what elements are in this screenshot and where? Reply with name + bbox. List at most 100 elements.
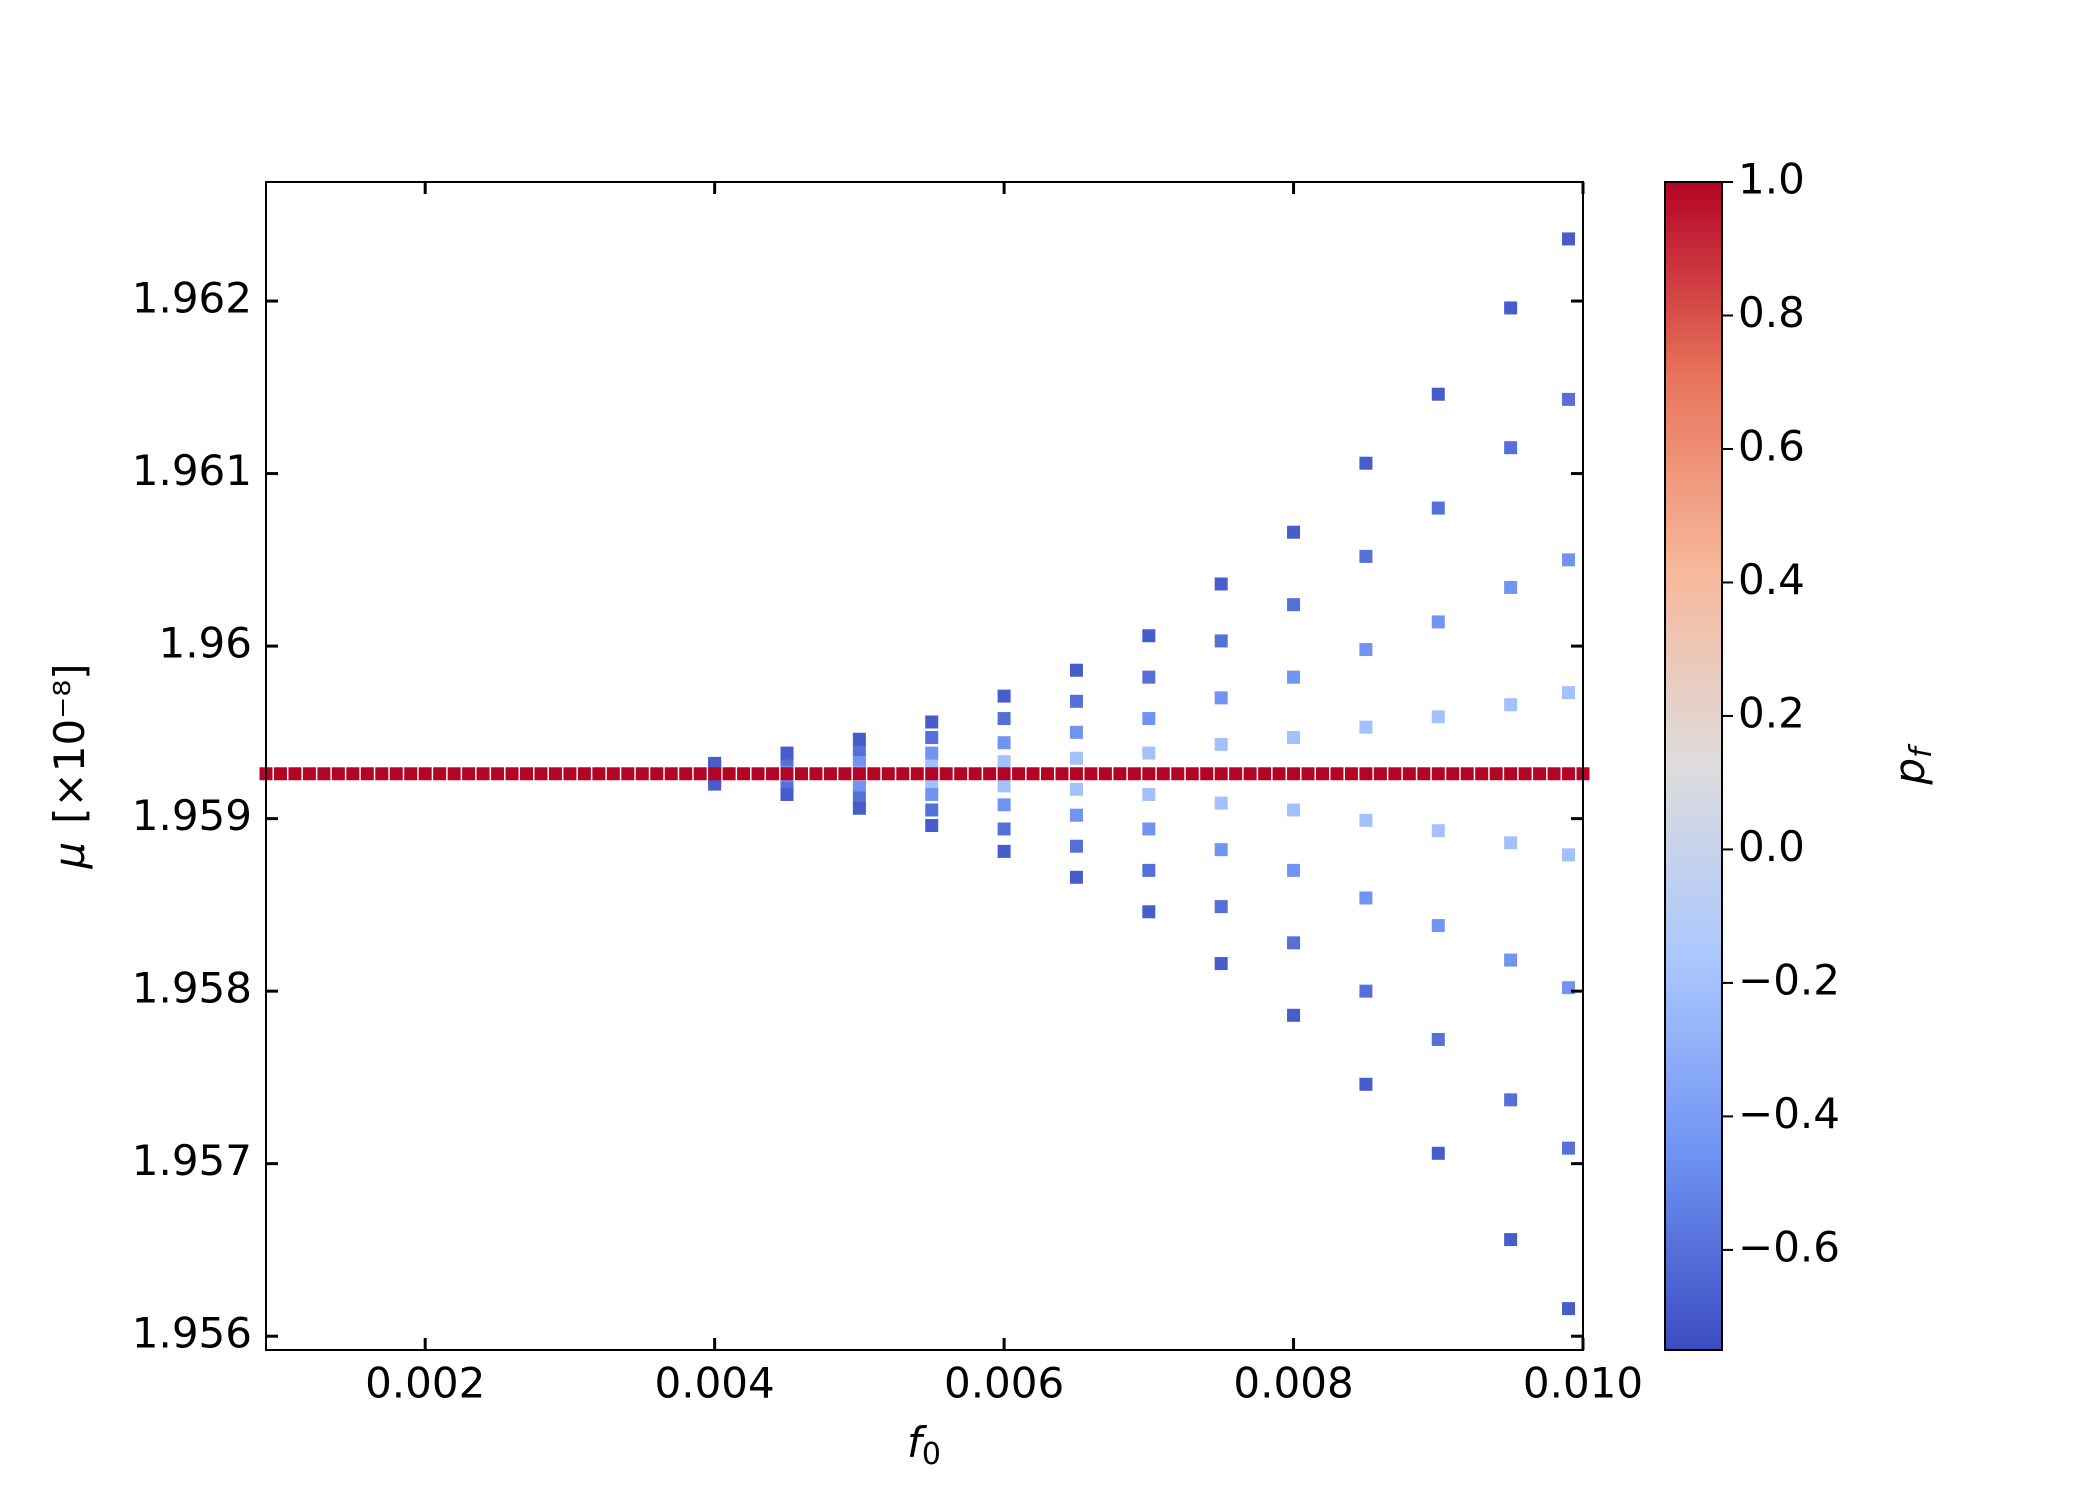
- point: [418, 767, 432, 781]
- point: [606, 767, 620, 781]
- point: [1069, 725, 1083, 739]
- point: [1055, 767, 1069, 781]
- point: [1359, 813, 1373, 827]
- point: [1446, 767, 1460, 781]
- point: [288, 767, 302, 781]
- y-tick-label: 1.959: [132, 791, 252, 840]
- y-axis-label: μ [×10⁻⁸]: [45, 663, 94, 869]
- point: [331, 767, 345, 781]
- point: [852, 781, 866, 795]
- point: [780, 767, 794, 781]
- point: [433, 767, 447, 781]
- point: [1287, 525, 1301, 539]
- point: [505, 767, 519, 781]
- colorbar-label: pf: [1885, 743, 1939, 786]
- point: [1504, 301, 1518, 315]
- point: [766, 767, 780, 781]
- point: [708, 756, 722, 770]
- point: [1026, 767, 1040, 781]
- point: [1518, 767, 1532, 781]
- point: [1142, 863, 1156, 877]
- point: [1069, 808, 1083, 822]
- point: [1562, 848, 1576, 862]
- point: [852, 753, 866, 767]
- point: [1084, 767, 1098, 781]
- point: [925, 819, 939, 833]
- point: [1533, 767, 1547, 781]
- point: [1504, 441, 1518, 455]
- point: [462, 767, 476, 781]
- point: [954, 767, 968, 781]
- point: [1142, 670, 1156, 684]
- point: [1171, 767, 1185, 781]
- point: [1214, 900, 1228, 914]
- point: [621, 767, 635, 781]
- point: [1562, 392, 1576, 406]
- point: [925, 767, 939, 781]
- point: [1185, 767, 1199, 781]
- point: [823, 767, 837, 781]
- point: [1417, 767, 1431, 781]
- point: [563, 767, 577, 781]
- x-tick-label: 0.002: [365, 1359, 485, 1408]
- point: [997, 712, 1011, 726]
- point: [1562, 1141, 1576, 1155]
- point: [1069, 694, 1083, 708]
- point: [852, 767, 866, 781]
- point: [1142, 787, 1156, 801]
- point: [1069, 767, 1083, 781]
- colorbar-tick-label: 0.8: [1738, 288, 1805, 337]
- point: [1287, 936, 1301, 950]
- point: [389, 767, 403, 781]
- point: [1287, 863, 1301, 877]
- point: [925, 715, 939, 729]
- point: [679, 767, 693, 781]
- point: [867, 767, 881, 781]
- point: [346, 767, 360, 781]
- point: [1069, 782, 1083, 796]
- colorbar-label-sub: f: [1904, 743, 1939, 758]
- point: [1562, 1302, 1576, 1316]
- point: [1547, 767, 1561, 781]
- colorbar: [1664, 181, 1723, 1351]
- point: [635, 767, 649, 781]
- colorbar-tick-label: −0.2: [1738, 955, 1840, 1004]
- point: [1315, 767, 1329, 781]
- point: [1504, 767, 1518, 781]
- point: [273, 767, 287, 781]
- point: [997, 689, 1011, 703]
- point: [534, 767, 548, 781]
- y-tick-label: 1.957: [132, 1136, 252, 1185]
- point: [1359, 891, 1373, 905]
- point: [592, 767, 606, 781]
- point: [1069, 751, 1083, 765]
- point: [1373, 767, 1387, 781]
- point: [1214, 737, 1228, 751]
- point: [1142, 905, 1156, 919]
- point: [1431, 501, 1445, 515]
- point: [1301, 767, 1315, 781]
- point: [1431, 919, 1445, 933]
- point: [1287, 670, 1301, 684]
- point: [1142, 767, 1156, 781]
- point: [997, 798, 1011, 812]
- y-tick-label: 1.961: [132, 446, 252, 495]
- point: [1012, 767, 1026, 781]
- point: [1431, 615, 1445, 629]
- point: [1258, 767, 1272, 781]
- point: [708, 777, 722, 791]
- point: [852, 801, 866, 815]
- point: [1344, 767, 1358, 781]
- point: [1402, 767, 1416, 781]
- point: [317, 767, 331, 781]
- point: [302, 767, 316, 781]
- point: [1214, 796, 1228, 810]
- point: [1562, 553, 1576, 567]
- point: [1359, 1077, 1373, 1091]
- colorbar-tick-label: 0.4: [1738, 555, 1805, 604]
- point: [780, 787, 794, 801]
- x-tick-label: 0.008: [1233, 1359, 1353, 1408]
- point: [1359, 720, 1373, 734]
- point: [1562, 232, 1576, 246]
